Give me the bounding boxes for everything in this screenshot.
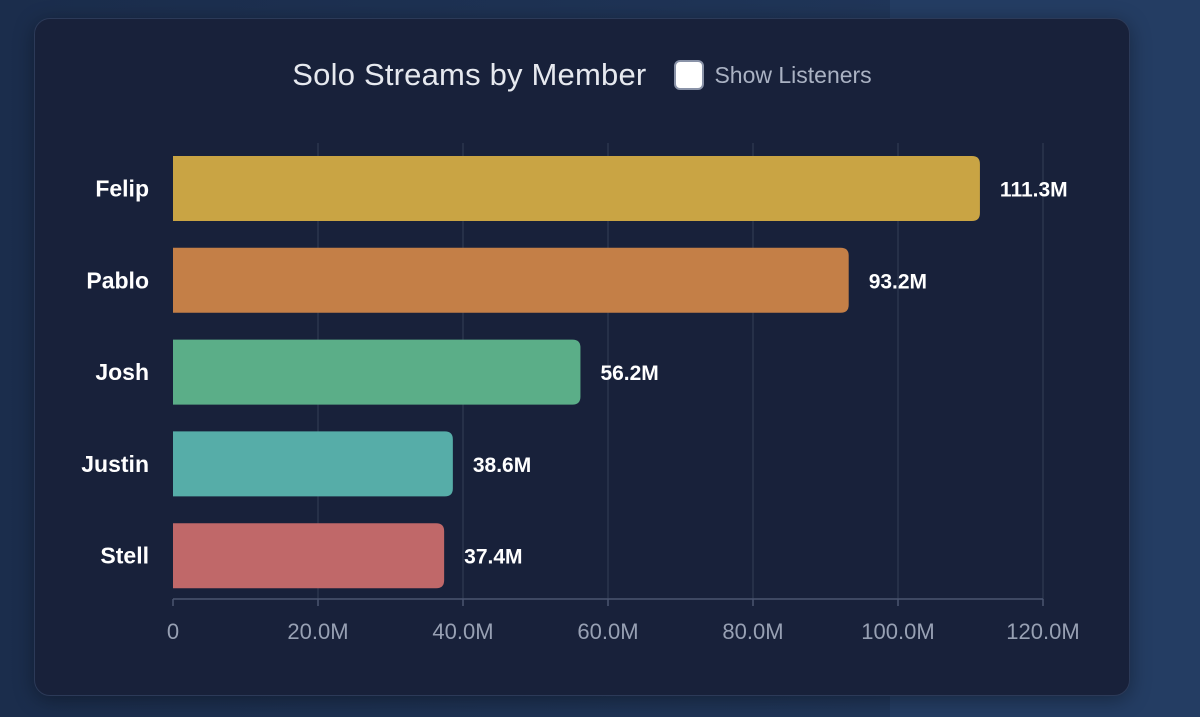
x-tick-label: 0 xyxy=(167,619,179,644)
bar-value-label: 37.4M xyxy=(464,546,522,569)
bar xyxy=(173,156,980,221)
category-label: Josh xyxy=(95,359,149,385)
x-tick-label: 20.0M xyxy=(287,619,348,644)
category-label: Pablo xyxy=(86,267,149,293)
bar-chart: 0 20.0M 40.0M 60.0M 80.0M 100.0M 120.0M Felip 11… xyxy=(81,143,1080,644)
bar-value-label: 38.6M xyxy=(473,454,531,477)
show-listeners-label[interactable]: Show Listeners xyxy=(714,61,872,88)
bar xyxy=(173,431,453,497)
bar-value-label: 111.3M xyxy=(1000,179,1068,202)
chart-header: Solo Streams by Member Show Listeners xyxy=(35,53,1129,97)
x-tick-label: 80.0M xyxy=(722,619,783,644)
chart-card: Solo Streams by Member Show Listeners 0 2… xyxy=(34,18,1130,696)
category-label: Stell xyxy=(100,543,149,569)
category-label: Justin xyxy=(81,451,149,477)
bar xyxy=(173,247,849,313)
x-tick-label: 120.0M xyxy=(1006,619,1079,644)
x-tick-label: 100.0M xyxy=(861,619,934,644)
x-tick-label: 40.0M xyxy=(432,619,493,644)
x-tick-label: 60.0M xyxy=(577,619,638,644)
bar-value-label: 56.2M xyxy=(600,362,658,385)
show-listeners-toggle[interactable]: Show Listeners xyxy=(674,60,872,90)
category-label: Felip xyxy=(95,176,149,202)
bar xyxy=(173,523,445,589)
chart-title: Solo Streams by Member xyxy=(292,57,647,92)
show-listeners-checkbox[interactable] xyxy=(674,60,705,90)
bar xyxy=(173,339,581,405)
bar-value-label: 93.2M xyxy=(869,270,927,293)
